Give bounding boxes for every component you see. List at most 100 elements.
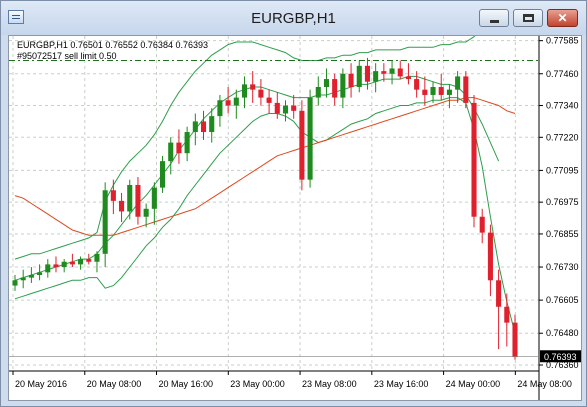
candle-body <box>479 216 485 233</box>
candle-body <box>192 121 198 133</box>
chart-window-icon[interactable] <box>8 10 24 24</box>
candle-body <box>119 200 125 212</box>
candle-body <box>291 105 297 111</box>
candle-body <box>430 87 436 95</box>
candle-body <box>356 65 362 88</box>
price-tick-label: 0.77095 <box>546 165 579 175</box>
candle-body <box>86 259 92 262</box>
price-tick-label: 0.77220 <box>546 132 579 142</box>
candle-body <box>200 121 207 133</box>
candle-body <box>504 306 510 323</box>
candle-body <box>241 84 248 98</box>
price-tick-label: 0.76605 <box>546 295 579 305</box>
maximize-button[interactable] <box>513 9 543 27</box>
window-title: EURGBP,H1 <box>251 10 336 27</box>
chart-area[interactable]: EURGBP,H1 0.76501 0.76552 0.76384 0.7639… <box>8 35 582 401</box>
candle-body <box>176 142 182 154</box>
candle-body <box>274 102 280 114</box>
candle-body <box>184 132 190 154</box>
candle-body <box>78 259 84 265</box>
time-tick-label: 24 May 08:00 <box>517 379 572 389</box>
candle-body <box>168 142 174 162</box>
time-tick-label: 20 May 16:00 <box>159 379 214 389</box>
candle-body <box>299 110 305 180</box>
candle-body <box>102 190 108 254</box>
candles <box>12 57 518 360</box>
candle-body <box>422 89 428 95</box>
candle-body <box>340 73 346 98</box>
candle-body <box>364 65 370 82</box>
candle-body <box>455 76 461 90</box>
candle-body <box>512 322 518 358</box>
price-axis: 0.77585 0.77460 0.77340 0.77220 0.77095 0.769… <box>539 36 579 370</box>
current-price-marker: 0.76393 <box>9 350 581 363</box>
close-button[interactable] <box>547 9 578 27</box>
price-tick-label: 0.77340 <box>546 101 579 111</box>
candle-body <box>258 89 264 98</box>
candle-body <box>463 76 469 103</box>
indicator-lines <box>14 36 516 334</box>
price-tick-label: 0.77460 <box>546 69 579 79</box>
current-price-box <box>540 350 581 363</box>
lower-bollinger-band <box>14 97 516 334</box>
candle-body <box>110 190 116 201</box>
candle-body <box>135 184 141 217</box>
candle-body <box>28 274 34 278</box>
candle-body <box>20 277 26 281</box>
candle-body <box>397 68 403 77</box>
candle-body <box>37 272 43 275</box>
time-tick-label: 24 May 00:00 <box>446 379 501 389</box>
candle-body <box>217 100 223 117</box>
price-tick-label: 0.77585 <box>546 36 579 46</box>
candle-body <box>69 261 75 265</box>
time-tick-label: 23 May 00:00 <box>230 379 285 389</box>
candle-body <box>487 232 493 281</box>
candle-body <box>414 79 420 90</box>
time-axis: 20 May 2016 20 May 08:00 20 May 16:00 23 Ma… <box>12 371 572 389</box>
price-tick-label: 0.76360 <box>546 360 579 370</box>
candle-body <box>45 264 51 273</box>
candle-body <box>12 280 18 286</box>
candle-body <box>94 253 100 262</box>
current-price-value: 0.76393 <box>544 352 577 362</box>
upper-bollinger-band <box>14 36 476 260</box>
candlestick-chart[interactable]: EURGBP,H1 0.76501 0.76552 0.76384 0.7639… <box>9 36 582 401</box>
candle-body <box>233 97 239 106</box>
time-tick-label: 23 May 08:00 <box>302 379 357 389</box>
time-tick-label: 23 May 16:00 <box>374 379 429 389</box>
candle-body <box>405 76 411 80</box>
candle-body <box>348 73 354 88</box>
candle-body <box>250 84 256 90</box>
candle-body <box>53 264 59 268</box>
candle-body <box>496 280 502 307</box>
candle-body <box>332 79 338 98</box>
candle-body <box>61 261 67 268</box>
candle-body <box>307 97 313 180</box>
candle-body <box>282 105 289 114</box>
price-tick-label: 0.76480 <box>546 328 579 338</box>
minimize-button[interactable] <box>479 9 509 27</box>
candle-body <box>127 184 133 212</box>
candle-body <box>323 79 330 88</box>
time-tick-label: 20 May 2016 <box>15 379 67 389</box>
pending-order-label: #95072517 sell limit 0.50 <box>17 51 117 61</box>
candle-body <box>373 71 379 82</box>
time-tick-label: 20 May 08:00 <box>87 379 142 389</box>
symbol-ohlc-label: EURGBP,H1 0.76501 0.76552 0.76384 0.7639… <box>17 40 208 50</box>
candle-body <box>315 87 321 98</box>
candle-body <box>446 89 452 95</box>
candle-body <box>471 102 477 217</box>
candle-body <box>438 87 444 95</box>
candle-body <box>266 97 272 103</box>
candle-body <box>225 100 231 106</box>
candle-body <box>381 71 387 74</box>
moving-average-line <box>14 97 516 236</box>
price-tick-label: 0.76730 <box>546 262 579 272</box>
candle-body <box>209 116 215 133</box>
candle-body <box>160 161 166 188</box>
candle-body <box>143 208 149 217</box>
title-bar[interactable]: EURGBP,H1 <box>1 1 586 35</box>
price-tick-label: 0.76975 <box>546 197 579 207</box>
candle-body <box>389 68 395 74</box>
